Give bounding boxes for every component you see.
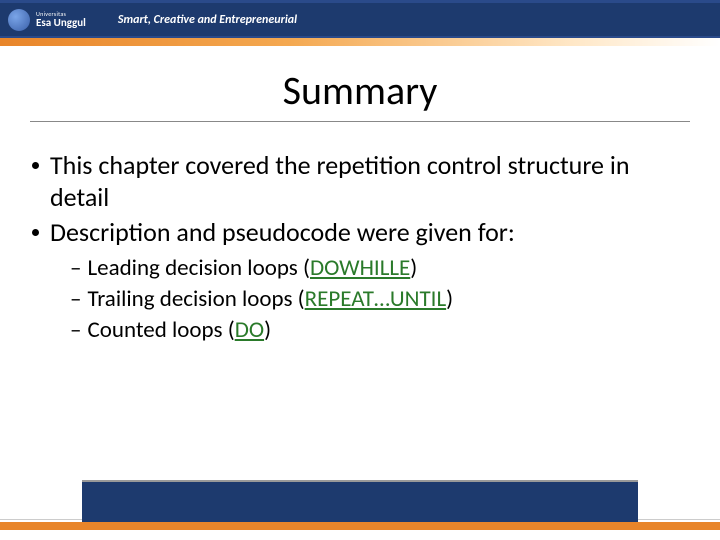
subbullet-item: – Trailing decision loops (REPEAT…UNTIL) [70,284,688,315]
subbullet-item: – Counted loops (DO) [70,315,688,346]
bullet-item: This chapter covered the repetition cont… [32,150,688,213]
subbullet-item: – Leading decision loops (DOWHILLE) [70,253,688,284]
content-area: This chapter covered the repetition cont… [0,122,720,346]
dash-icon: – [70,315,81,346]
keyword: DOWHILLE [310,254,410,282]
logo-text: Universitas Esa Unggul [36,11,86,28]
subbullet-text: Leading decision loops (DOWHILLE) [87,253,417,284]
bullet-item: Description and pseudocode were given fo… [32,217,688,249]
bullet-text: Description and pseudocode were given fo… [50,217,515,249]
slide-title: Summary [0,66,720,115]
footer-line-right [638,519,720,520]
subbullet-text: Trailing decision loops (REPEAT…UNTIL) [87,284,453,315]
orange-stripe [0,38,720,46]
logo-bottom-text: Esa Unggul [36,17,86,28]
keyword: REPEAT…UNTIL [305,285,446,313]
logo: Universitas Esa Unggul [0,3,100,36]
bullet-dot-icon [32,229,39,236]
header-bar: Universitas Esa Unggul Smart, Creative a… [0,0,720,38]
keyword: DO [235,316,264,344]
subbullet-text: Counted loops (DO) [87,315,271,346]
footer-line-left [0,519,82,520]
dash-icon: – [70,253,81,284]
footer-orange-stripe [0,522,720,530]
dash-icon: – [70,284,81,315]
bullet-text: This chapter covered the repetition cont… [50,150,688,213]
tagline: Smart, Creative and Entrepreneurial [118,13,297,27]
logo-globe-icon [8,9,30,31]
bullet-dot-icon [32,162,39,169]
footer-box [82,480,638,522]
